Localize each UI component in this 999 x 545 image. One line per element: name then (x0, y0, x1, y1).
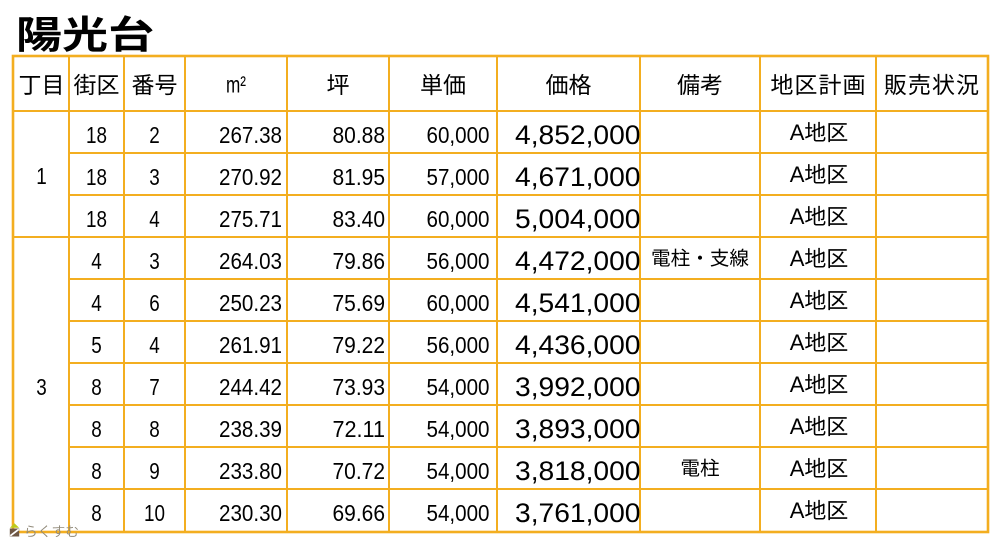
svg-text:6: 6 (149, 290, 160, 316)
svg-text:69.66: 69.66 (333, 500, 386, 526)
svg-text:4: 4 (91, 248, 102, 274)
svg-text:238.39: 238.39 (219, 416, 282, 442)
svg-text:56,000: 56,000 (427, 332, 490, 358)
svg-text:8: 8 (91, 458, 102, 484)
svg-text:57,000: 57,000 (427, 164, 490, 190)
svg-text:60,000: 60,000 (427, 206, 490, 232)
svg-text:79.22: 79.22 (333, 332, 386, 358)
svg-text:A: A (790, 288, 805, 313)
svg-text:250.23: 250.23 (219, 290, 282, 316)
svg-text:230.30: 230.30 (219, 500, 282, 526)
svg-text:18: 18 (86, 206, 107, 232)
svg-text:3,761,000: 3,761,000 (515, 498, 641, 528)
svg-text:8: 8 (149, 416, 160, 442)
svg-text:4: 4 (149, 206, 160, 232)
svg-text:3: 3 (36, 374, 47, 400)
svg-text:3: 3 (149, 164, 160, 190)
svg-text:54,000: 54,000 (427, 500, 490, 526)
svg-text:54,000: 54,000 (427, 416, 490, 442)
svg-text:56,000: 56,000 (427, 248, 490, 274)
svg-text:A: A (790, 372, 805, 397)
svg-text:A: A (790, 456, 805, 481)
svg-text:3,818,000: 3,818,000 (515, 456, 641, 486)
svg-text:4,541,000: 4,541,000 (515, 288, 641, 318)
svg-text:4,671,000: 4,671,000 (515, 162, 641, 192)
svg-text:18: 18 (86, 164, 107, 190)
svg-text:4: 4 (91, 290, 102, 316)
svg-text:3,893,000: 3,893,000 (515, 414, 641, 444)
svg-text:80.88: 80.88 (333, 122, 386, 148)
svg-text:270.92: 270.92 (219, 164, 282, 190)
svg-text:5: 5 (91, 332, 102, 358)
svg-text:A: A (790, 414, 805, 439)
svg-text:73.93: 73.93 (333, 374, 386, 400)
svg-text:233.80: 233.80 (219, 458, 282, 484)
svg-text:60,000: 60,000 (427, 290, 490, 316)
svg-text:8: 8 (91, 374, 102, 400)
svg-text:264.03: 264.03 (219, 248, 282, 274)
svg-text:A: A (790, 204, 805, 229)
svg-text:2: 2 (149, 122, 160, 148)
svg-text:A: A (790, 120, 805, 145)
svg-text:83.40: 83.40 (333, 206, 386, 232)
svg-text:A: A (790, 330, 805, 355)
svg-text:1: 1 (36, 163, 47, 189)
svg-text:79.86: 79.86 (333, 248, 386, 274)
svg-text:5,004,000: 5,004,000 (515, 204, 641, 234)
svg-text:81.95: 81.95 (333, 164, 386, 190)
svg-text:9: 9 (149, 458, 160, 484)
svg-text:275.71: 275.71 (219, 206, 282, 232)
svg-text:4,436,000: 4,436,000 (515, 330, 641, 360)
svg-text:A: A (790, 498, 805, 523)
svg-text:m²: m² (226, 72, 246, 98)
svg-text:60,000: 60,000 (427, 122, 490, 148)
svg-text:54,000: 54,000 (427, 458, 490, 484)
svg-text:8: 8 (91, 500, 102, 526)
svg-text:75.69: 75.69 (333, 290, 386, 316)
svg-text:3,992,000: 3,992,000 (515, 372, 641, 402)
svg-text:4,852,000: 4,852,000 (515, 120, 641, 150)
svg-text:A: A (790, 162, 805, 187)
svg-text:4: 4 (149, 332, 160, 358)
svg-text:3: 3 (149, 248, 160, 274)
svg-text:244.42: 244.42 (219, 374, 282, 400)
svg-text:72.11: 72.11 (333, 416, 386, 442)
svg-text:54,000: 54,000 (427, 374, 490, 400)
svg-text:A: A (790, 246, 805, 271)
svg-text:10: 10 (144, 500, 165, 526)
svg-text:261.91: 261.91 (219, 332, 282, 358)
svg-text:267.38: 267.38 (219, 122, 282, 148)
svg-text:7: 7 (149, 374, 160, 400)
svg-text:8: 8 (91, 416, 102, 442)
svg-text:18: 18 (86, 122, 107, 148)
svg-text:4,472,000: 4,472,000 (515, 246, 641, 276)
svg-text:70.72: 70.72 (333, 458, 386, 484)
